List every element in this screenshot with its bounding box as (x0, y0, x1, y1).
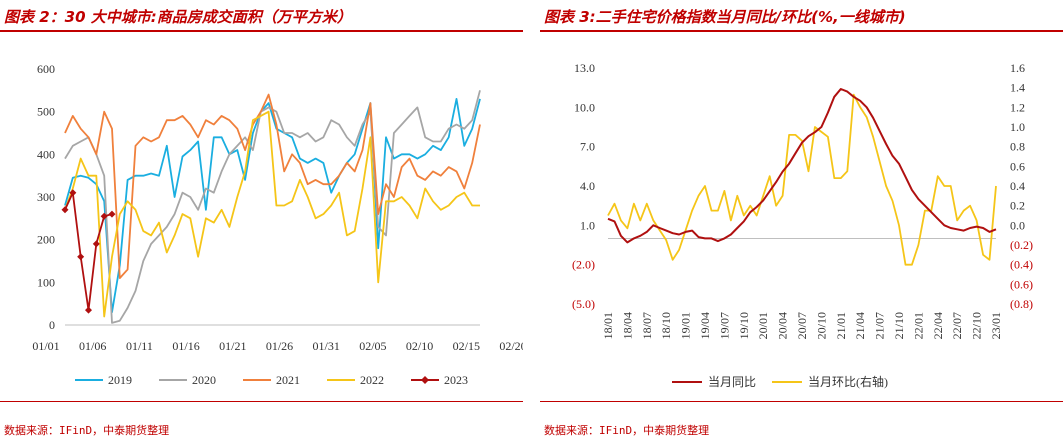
left-panel: 图表 2：30 大中城市:商品房成交面积（万平方米） 0 100 200 300 400… (0, 0, 523, 445)
right-source-note: 数据来源：IFinD，中泰期货整理 (544, 424, 710, 437)
y-right-tick-label: (0.6) (1010, 277, 1033, 291)
legend-label-2021: 2021 (276, 373, 300, 387)
y-right-tick-label: 1.4 (1010, 81, 1025, 95)
y-tick-label: 200 (37, 233, 55, 247)
y-right-tick-label: 0.2 (1010, 199, 1025, 213)
y-left-tick-label: 4.0 (580, 179, 595, 193)
left-title-rule (0, 30, 523, 32)
series-marker-2023 (108, 210, 116, 218)
x-tick-label: 22/04 (931, 312, 945, 339)
x-tick-label: 20/04 (776, 312, 790, 339)
y-tick-label: 0 (49, 318, 55, 332)
y-tick-label: 300 (37, 190, 55, 204)
x-tick-label: 18/10 (659, 312, 673, 339)
y-left-tick-label: (2.0) (572, 258, 595, 272)
left-source-note: 数据来源：IFinD，中泰期货整理 (4, 424, 170, 437)
x-tick-label: 01/11 (126, 339, 153, 353)
x-tick-label: 22/07 (950, 312, 964, 339)
y-tick-label: 600 (37, 62, 55, 76)
y-right-tick-label: 0.8 (1010, 140, 1025, 154)
y-left-tick-label: 13.0 (574, 61, 595, 75)
y-right-tick-label: 1.0 (1010, 120, 1025, 134)
series-marker-2023 (77, 253, 85, 261)
y-tick-label: 400 (37, 147, 55, 161)
x-tick-label: 19/04 (698, 312, 712, 339)
x-tick-label: 19/10 (737, 312, 751, 339)
x-tick-label: 22/10 (970, 312, 984, 339)
legend-label-mom: 当月环比(右轴) (808, 374, 888, 389)
right-chart-title: 图表 3:二手住宅价格指数当月同比/环比(%,一线城市) (544, 8, 906, 26)
series-line-2021 (64, 93, 481, 280)
legend-label-2023: 2023 (444, 373, 468, 387)
y-left-tick-label: 1.0 (580, 218, 595, 232)
left-bottom-rule (0, 401, 523, 402)
y-right-tick-label: 1.6 (1010, 61, 1025, 75)
x-tick-label: 01/06 (79, 339, 106, 353)
right-panel: 图表 3:二手住宅价格指数当月同比/环比(%,一线城市) (5.0) (2.0) 1… (540, 0, 1063, 445)
series-marker-2023 (100, 212, 108, 220)
y-right-tick-label: 0.4 (1010, 179, 1025, 193)
x-tick-label: 18/04 (620, 312, 634, 339)
x-tick-label: 21/07 (873, 312, 887, 339)
series-marker-2023 (84, 306, 92, 314)
series-line-mom (607, 93, 997, 266)
y-right-tick-label: 0.0 (1010, 218, 1025, 232)
y-right-tick-label: (0.2) (1010, 238, 1033, 252)
y-left-tick-label: 7.0 (580, 140, 595, 154)
x-tick-label: 20/10 (814, 312, 828, 339)
y-right-tick-label: (0.4) (1010, 258, 1033, 272)
x-tick-label: 22/01 (911, 312, 925, 339)
x-tick-label: 21/04 (853, 312, 867, 339)
y-left-tick-label: (5.0) (572, 297, 595, 311)
x-tick-label: 19/01 (679, 312, 693, 339)
x-tick-label: 20/01 (756, 312, 770, 339)
legend-label-yoy: 当月同比 (708, 375, 756, 389)
y-right-tick-label: (0.8) (1010, 297, 1033, 311)
right-bottom-rule (540, 401, 1063, 402)
x-tick-label: 20/07 (795, 312, 809, 339)
y-left-tick-label: 10.0 (574, 100, 595, 114)
series-line-2022 (64, 110, 480, 318)
series-line-2020 (64, 90, 481, 324)
right-chart: (5.0) (2.0) 1.0 4.0 7.0 10.0 13.0 (0.8) (0.6) (0.… (572, 61, 1033, 389)
legend-label-2019: 2019 (108, 373, 132, 387)
x-tick-label: 18/07 (640, 312, 654, 339)
right-title-rule (540, 30, 1063, 32)
y-right-tick-label: 0.6 (1010, 159, 1025, 173)
x-tick-label: 01/21 (219, 339, 246, 353)
y-tick-label: 500 (37, 105, 55, 119)
legend-marker-2023 (421, 376, 429, 384)
series-marker-2023 (69, 189, 77, 197)
y-right-tick-label: 1.2 (1010, 100, 1025, 114)
series-line-2019 (64, 98, 481, 314)
x-tick-label: 19/07 (717, 312, 731, 339)
legend-label-2020: 2020 (192, 373, 216, 387)
x-tick-label: 02/20 (499, 339, 523, 353)
x-tick-label: 23/01 (989, 312, 1003, 339)
left-chart-title: 图表 2：30 大中城市:商品房成交面积（万平方米） (4, 8, 352, 26)
x-tick-label: 01/31 (313, 339, 340, 353)
x-tick-label: 21/10 (892, 312, 906, 339)
x-tick-label: 02/10 (406, 339, 433, 353)
x-tick-label: 02/15 (453, 339, 480, 353)
x-tick-label: 01/26 (266, 339, 293, 353)
legend-label-2022: 2022 (360, 373, 384, 387)
x-tick-label: 18/01 (601, 312, 615, 339)
x-tick-label: 01/01 (32, 339, 59, 353)
x-tick-label: 21/01 (834, 312, 848, 339)
x-tick-label: 01/16 (172, 339, 199, 353)
left-chart: 0 100 200 300 400 500 600 01/01 01/06 01/11 01/16 0… (32, 62, 523, 387)
series-marker-2023 (92, 240, 100, 248)
series-line-yoy (607, 88, 997, 244)
x-tick-label: 02/05 (359, 339, 386, 353)
series-marker-2023 (61, 206, 69, 214)
y-tick-label: 100 (37, 275, 55, 289)
